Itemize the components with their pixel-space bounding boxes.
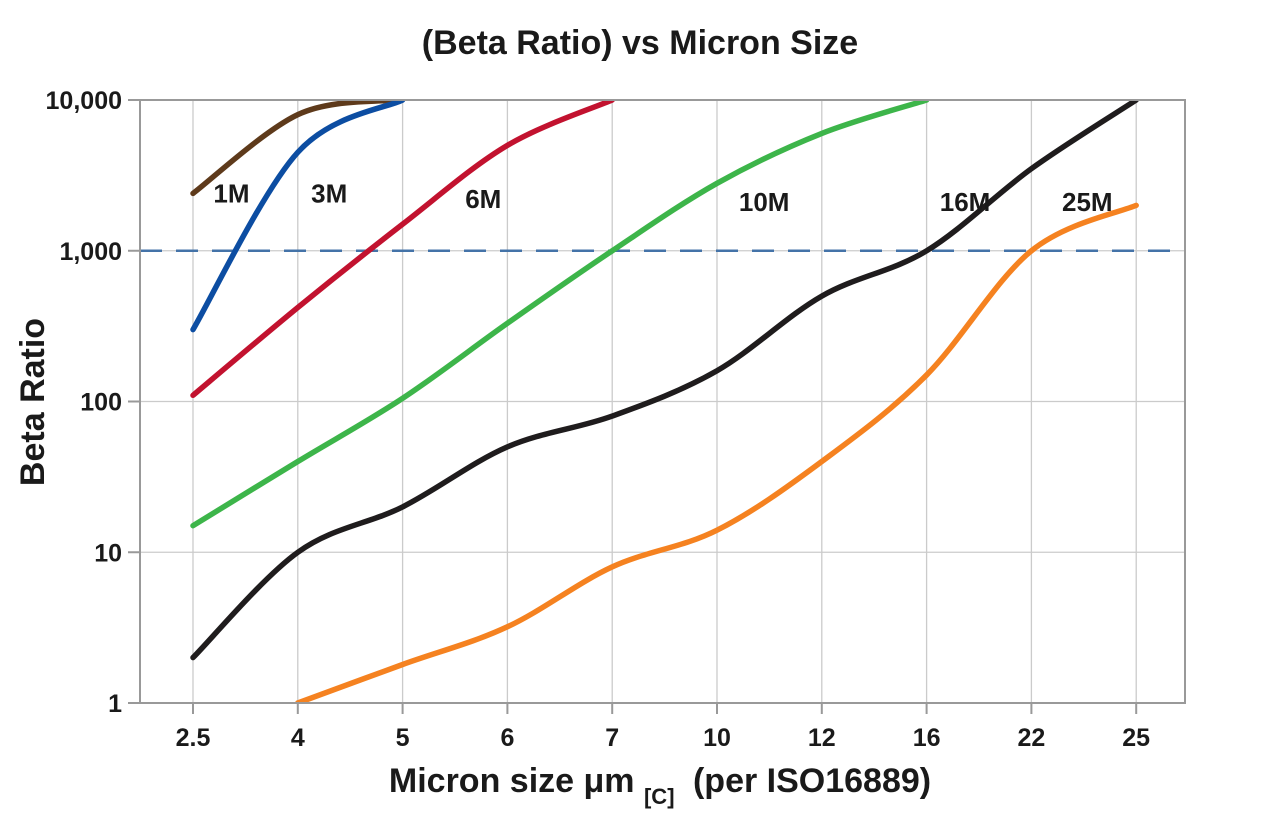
curve-16M (190, 100, 1139, 661)
curve-label-16M: 16M (940, 187, 991, 217)
y-tick-label: 10,000 (46, 87, 122, 115)
curve-10M (190, 100, 930, 529)
x-axis-label-suffix: (per ISO16889) (693, 762, 931, 800)
curve-6M (190, 100, 615, 399)
x-tick-label: 5 (396, 724, 410, 752)
y-tick-label: 1,000 (59, 238, 122, 266)
curves (190, 100, 1139, 703)
curve-label-1M: 1M (213, 178, 249, 208)
curve-label-25M: 25M (1062, 187, 1113, 217)
curve-25M (295, 202, 1139, 703)
x-tick-label: 6 (500, 724, 514, 752)
curve-label-3M: 3M (311, 178, 347, 208)
y-axis-label: Beta Ratio (14, 318, 52, 486)
y-tick-label: 1 (108, 690, 122, 718)
chart-layers: 2.5 4 5 6 7 10 12 16 22 25 1 10 100 1,000 10,000 1M 3M 6M… (46, 87, 1186, 752)
curve-3M (190, 100, 406, 333)
y-tick-label: 10 (94, 539, 122, 567)
x-axis-label-subscript: [C] (644, 784, 675, 809)
x-tick-label: 22 (1017, 724, 1045, 752)
x-axis-label: Micron size μm [C] (per ISO16889) (389, 762, 931, 812)
x-tick-label: 12 (808, 724, 836, 752)
curve-1M (190, 100, 395, 197)
x-tick-label: 2.5 (176, 724, 211, 752)
x-tick-label: 7 (605, 724, 619, 752)
y-tick-label: 100 (80, 389, 122, 417)
x-tick-label: 4 (291, 724, 305, 752)
x-tick-label: 16 (913, 724, 941, 752)
x-axis-label-prefix: Micron size μm (389, 762, 635, 800)
x-tick-label: 10 (703, 724, 731, 752)
axis-ticks (128, 99, 1138, 714)
curve-label-6M: 6M (465, 184, 501, 214)
curve-label-10M: 10M (739, 187, 790, 217)
x-tick-label: 25 (1122, 724, 1150, 752)
chart-title: (Beta Ratio) vs Micron Size (422, 24, 858, 62)
